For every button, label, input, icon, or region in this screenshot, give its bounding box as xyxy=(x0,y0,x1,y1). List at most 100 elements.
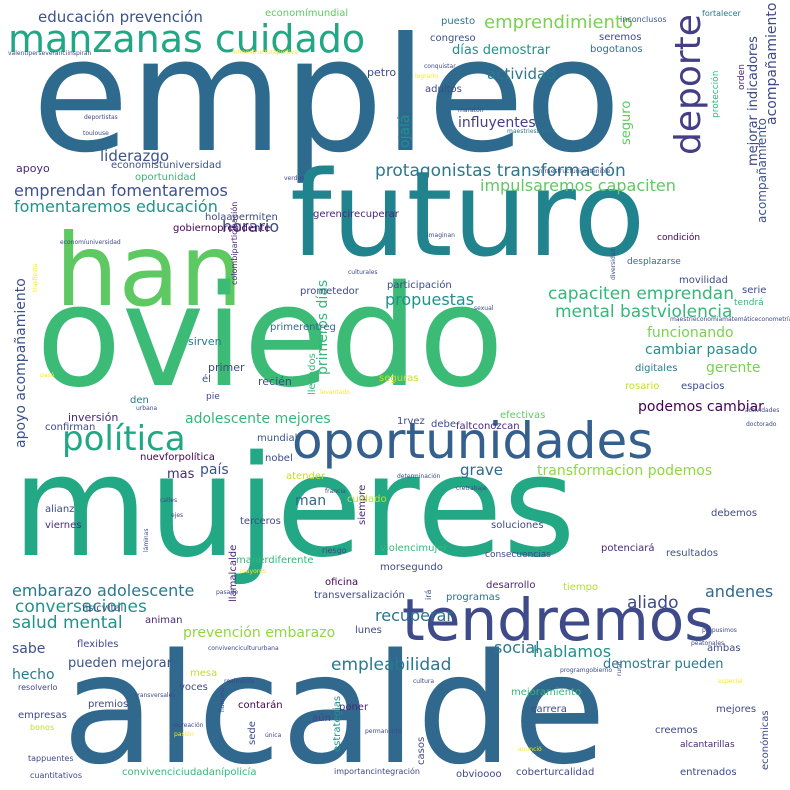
word: apoyo acompañamiento xyxy=(13,278,29,448)
word: desarrollo xyxy=(486,580,535,591)
word: permanente xyxy=(365,728,402,735)
word: podemos cambiar xyxy=(638,399,764,415)
word: resolverlo xyxy=(18,683,57,692)
word: maratón xyxy=(458,107,484,114)
word: funcionando xyxy=(647,325,734,341)
word: cuidado xyxy=(347,494,387,505)
word: hablamos xyxy=(533,642,611,661)
word: den xyxy=(130,395,149,406)
word: primerentreg xyxy=(270,322,336,333)
word: toulouse xyxy=(83,130,109,137)
word: rosario xyxy=(625,381,659,392)
word: man xyxy=(295,493,326,509)
word: horario xyxy=(222,217,279,236)
word: aún xyxy=(312,712,331,724)
word: desplazarse xyxy=(627,257,681,267)
word: valentiperseveranciinspiran xyxy=(8,50,92,57)
word: actividades xyxy=(745,407,779,414)
word: poner xyxy=(339,702,369,713)
word: maestriestudios xyxy=(507,128,555,135)
word: peatonales xyxy=(691,640,724,647)
word: andenes xyxy=(705,582,773,601)
word: premios xyxy=(88,699,128,710)
word: mayores xyxy=(240,568,266,575)
word: inversión xyxy=(68,411,118,424)
word: liderazgo xyxy=(100,147,169,165)
word: actividad xyxy=(487,65,556,83)
word: oviedo xyxy=(36,256,504,419)
word: futuro xyxy=(290,145,646,283)
word: resultados xyxy=(666,548,718,559)
word: violencimujer xyxy=(380,543,448,554)
word: bonos xyxy=(30,723,54,732)
word: tappuentes xyxy=(28,754,73,763)
word: levantado xyxy=(320,389,350,396)
word: política xyxy=(62,419,186,459)
word: recién xyxy=(258,375,292,388)
word: embarazo adolescente xyxy=(12,581,194,600)
word: pasión xyxy=(174,731,194,738)
word: potenciará xyxy=(601,542,655,554)
word: oportunidad xyxy=(135,172,196,183)
word: fisicvital xyxy=(82,603,123,614)
word: hecho xyxy=(12,667,55,683)
word: mejoramiento xyxy=(511,687,581,698)
word: deporte xyxy=(668,14,709,155)
word: capaciten emprendan xyxy=(548,284,734,304)
word: primer xyxy=(208,361,245,374)
word: mejorar indicadores xyxy=(746,36,761,166)
word: demostrar pueden xyxy=(603,657,724,672)
word: coberturcalidad xyxy=(516,767,594,778)
word: flexibles xyxy=(77,639,118,650)
word: sexual xyxy=(474,305,494,312)
word: sabe xyxy=(12,641,45,657)
word: mas xyxy=(167,467,195,482)
word: siempre xyxy=(357,485,368,525)
word: atender xyxy=(286,471,326,482)
word: recreación xyxy=(172,722,204,729)
word: creemos xyxy=(655,725,698,736)
word: petro xyxy=(367,66,396,79)
word: protección xyxy=(710,71,721,118)
word: ejes xyxy=(171,512,183,519)
word: congreso xyxy=(430,33,476,44)
word: animan xyxy=(145,615,182,626)
word: efectivas xyxy=(500,410,545,421)
word: seremos xyxy=(599,32,641,43)
word: digitales xyxy=(635,363,677,374)
word: alianz xyxy=(45,504,74,515)
word: oportunidades xyxy=(292,412,653,470)
word: tiempo xyxy=(563,582,598,593)
word: viernes xyxy=(45,520,81,531)
word: adultos xyxy=(425,84,462,95)
word: estrategias xyxy=(332,696,343,752)
word: casos xyxy=(416,737,427,765)
word: apoyo xyxy=(16,162,50,175)
word: mundial xyxy=(257,433,297,444)
word: puesto xyxy=(441,16,475,27)
word: empleabilidad xyxy=(331,655,451,675)
word: lograrlo xyxy=(415,73,438,80)
word: única xyxy=(265,732,282,739)
word: riesgo xyxy=(322,546,347,555)
word: convivenciciudadanípolicía xyxy=(122,766,256,778)
word: han xyxy=(55,212,243,329)
word: económicas xyxy=(759,710,771,770)
word: aliado xyxy=(627,593,678,613)
word: recuperar xyxy=(375,606,453,625)
word: transversales xyxy=(135,692,175,699)
word: salud mental xyxy=(12,613,123,633)
word: consecuencias xyxy=(485,550,551,560)
word: holaapermiten xyxy=(205,212,278,223)
word: pueden mejorar xyxy=(68,656,173,671)
word: urbana xyxy=(136,405,158,412)
word: ambas xyxy=(707,643,741,654)
word: economistuniversidad xyxy=(111,160,221,171)
word: bogotanos xyxy=(590,44,643,55)
word: nuevforpolítica xyxy=(140,451,215,463)
word: diversidad xyxy=(610,249,617,280)
word: rural xyxy=(616,662,623,676)
word: acompañamiento salud xyxy=(764,0,780,125)
word: francia xyxy=(325,488,346,495)
word: maestríeconomiamatemáticeconometría xyxy=(670,316,790,323)
